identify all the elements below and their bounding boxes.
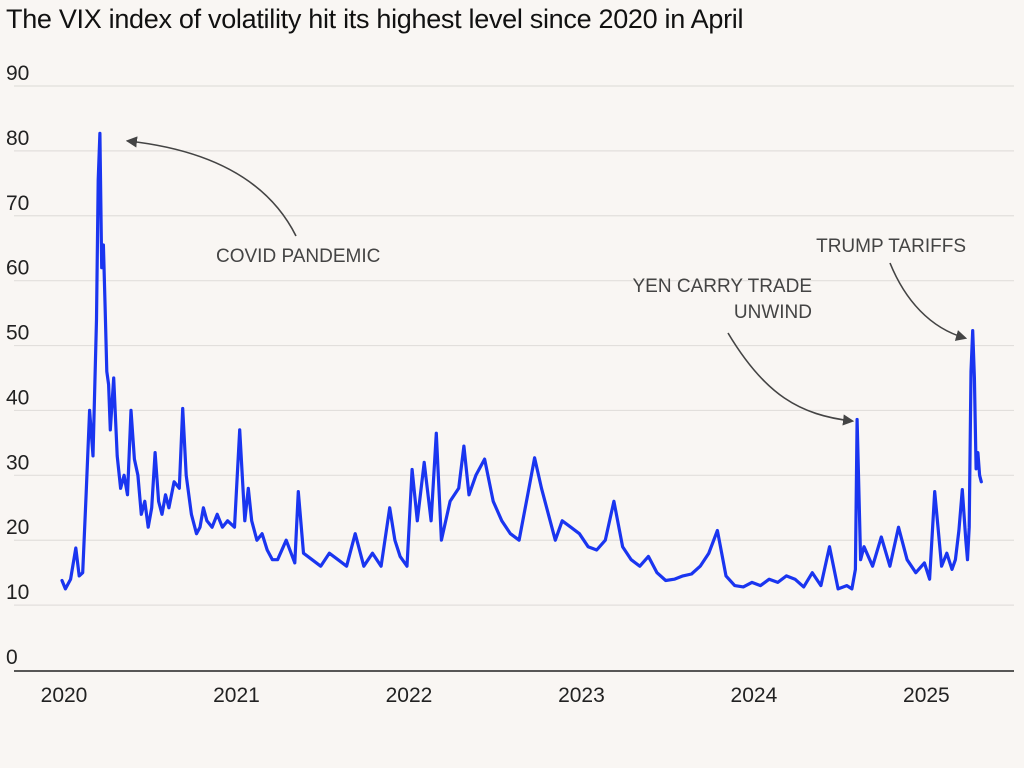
x-tick-label: 2020 [41, 684, 88, 707]
annotation-arrow [727, 332, 855, 426]
y-tick-label: 20 [6, 516, 29, 539]
y-axis-ticks: 0 10 20 30 40 50 60 70 80 90 [6, 62, 29, 669]
annotation-0: COVID PANDEMIC [125, 136, 380, 267]
x-tick-label: 2025 [903, 684, 950, 707]
x-tick-label: 2022 [386, 684, 433, 707]
annotation-label: YEN CARRY TRADE [633, 276, 813, 297]
x-axis-ticks: 2020 2021 2022 2023 2024 2025 [41, 684, 950, 707]
x-tick-label: 2024 [731, 684, 778, 707]
y-tick-label: 80 [6, 127, 29, 150]
grid-lines [14, 85, 1014, 606]
annotation-label: TRUMP TARIFFS [816, 236, 966, 257]
y-tick-label: 30 [6, 451, 29, 474]
y-tick-label: 0 [6, 646, 18, 669]
y-tick-label: 10 [6, 581, 29, 604]
annotations: COVID PANDEMIC YEN CARRY TRADE UNWIND TRUMP… [125, 136, 968, 426]
y-tick-label: 70 [6, 192, 29, 215]
x-tick-label: 2023 [558, 684, 605, 707]
y-tick-label: 60 [6, 257, 29, 280]
y-tick-label: 50 [6, 322, 29, 345]
annotation-1: YEN CARRY TRADE UNWIND [633, 276, 855, 426]
annotation-arrow [889, 262, 968, 341]
y-tick-label: 90 [6, 62, 29, 85]
series-line-vix [60, 131, 983, 591]
annotation-label: UNWIND [734, 302, 812, 323]
chart-title: The VIX index of volatility hit its high… [6, 4, 744, 34]
x-tick-label: 2021 [213, 684, 260, 707]
annotation-arrow [125, 136, 297, 237]
series-layer [60, 131, 983, 591]
y-tick-label: 40 [6, 386, 29, 409]
annotation-2: TRUMP TARIFFS [816, 236, 968, 341]
annotation-label: COVID PANDEMIC [216, 246, 380, 267]
